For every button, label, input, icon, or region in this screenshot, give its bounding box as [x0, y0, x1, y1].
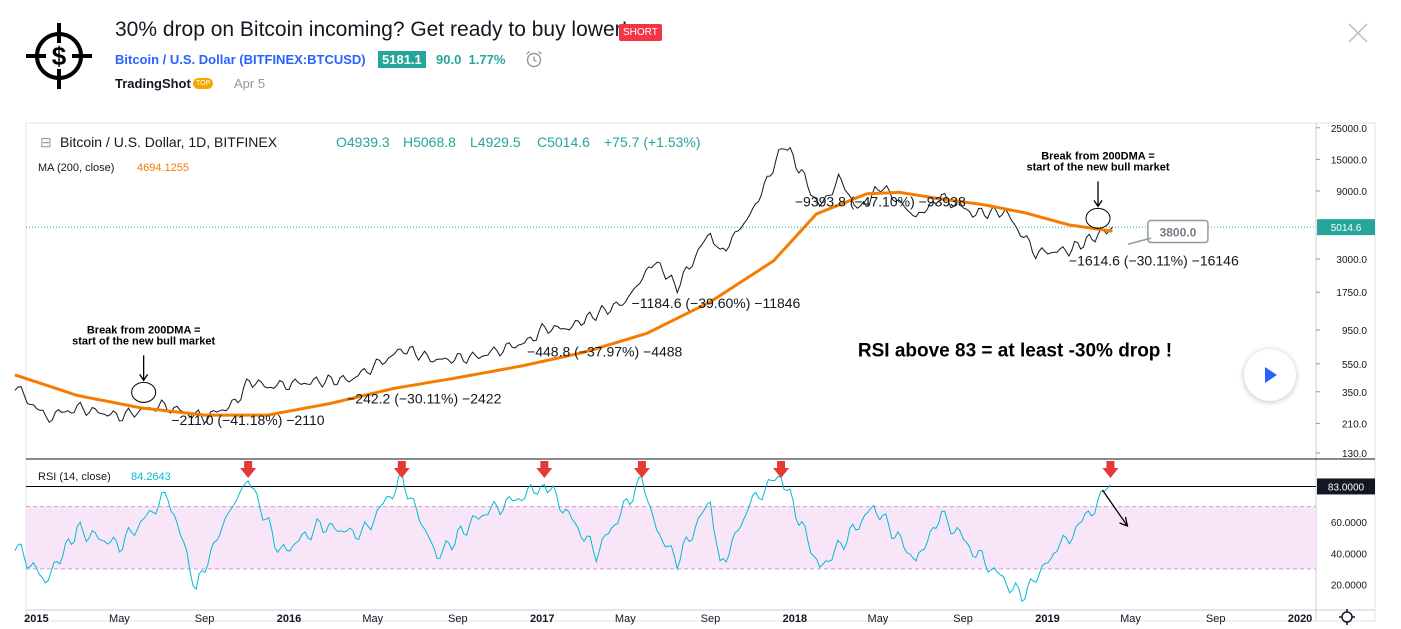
ma-legend-value: 4694.1255	[137, 162, 189, 174]
ohlc-close: C5014.6	[537, 134, 590, 150]
target-callout-pointer	[1127, 237, 1152, 246]
rsi-threshold-badge	[1317, 478, 1375, 495]
current-price-badge	[1317, 219, 1375, 236]
rsi-legend-value: 84.2643	[131, 471, 171, 483]
time-tick-label: May	[615, 613, 636, 625]
breakout-annotation-text: start of the new bull market	[1026, 161, 1169, 173]
close-icon[interactable]	[1347, 22, 1369, 44]
time-tick-label: 2015	[24, 613, 48, 625]
rsi-signal-arrow-icon	[633, 461, 650, 478]
idea-title: 30% drop on Bitcoin incoming? Get ready …	[115, 18, 628, 41]
price-tick-label: 9000.0	[1336, 187, 1367, 198]
chart-frame	[25, 122, 1376, 622]
price-tick-label: 130.0	[1342, 449, 1367, 460]
price-series-line	[14, 146, 1113, 425]
rsi-tick-label: 83.0000	[1328, 482, 1365, 493]
breakout-circle	[1085, 207, 1111, 229]
price-tick-label: 210.0	[1342, 419, 1367, 430]
rsi-signal-arrow-icon	[536, 461, 553, 478]
drop-arrow-icon	[1101, 489, 1129, 528]
price-tick-label: 15000.0	[1331, 155, 1368, 166]
rsi-band	[26, 506, 1316, 569]
alarm-clock-icon[interactable]	[524, 49, 544, 69]
price-tick-label: 25000.0	[1331, 124, 1368, 135]
legend-collapse-icon: ⊟	[40, 134, 52, 150]
measurement-label: −448.8 (−37.97%) −4488	[527, 343, 683, 359]
settings-gear-teeth-icon	[1339, 609, 1355, 625]
time-tick-label: 2017	[530, 613, 554, 625]
ohlc-high: H5068.8	[403, 134, 456, 150]
time-tick-label: 2020	[1288, 613, 1312, 625]
rsi-tick-label: 60.0000	[1331, 518, 1368, 529]
time-tick-label: May	[109, 613, 130, 625]
rsi-signal-arrow-icon	[240, 461, 257, 478]
measurement-label: −1614.6 (−30.11%) −16146	[1069, 252, 1239, 268]
time-tick-label: May	[868, 613, 889, 625]
ohlc-chg: +75.7 (+1.53%)	[604, 134, 701, 150]
price-box: 5181.1	[378, 51, 426, 68]
time-tick-label: Sep	[195, 613, 215, 625]
top-author-badge: TOP	[193, 78, 214, 89]
short-badge: SHORT	[619, 24, 662, 41]
breakout-circle	[131, 381, 157, 403]
play-icon	[1265, 367, 1277, 383]
current-price-label: 5014.6	[1331, 223, 1362, 234]
ohlc-low: L4929.5	[470, 134, 521, 150]
target-callout-label: 3800.0	[1160, 225, 1197, 239]
chart-title: Bitcoin / U.S. Dollar, 1D, BITFINEX	[60, 134, 278, 150]
ma-legend-label: MA (200, close)	[38, 162, 114, 174]
price-tick-label: 350.0	[1342, 388, 1367, 399]
time-tick-label: May	[1120, 613, 1141, 625]
ohlc-open: O4939.3	[336, 134, 390, 150]
time-tick-label: 2018	[783, 613, 807, 625]
crosshair-dollar-logo-icon: $	[26, 23, 92, 89]
target-callout-box	[1147, 219, 1209, 244]
rsi-signal-arrow-icon	[1102, 461, 1119, 478]
measurement-label: −242.2 (−30.11%) −2422	[347, 390, 501, 406]
time-tick-label: Sep	[1206, 613, 1226, 625]
symbol-link[interactable]: Bitcoin / U.S. Dollar (BITFINEX:BTCUSD)	[115, 52, 366, 67]
time-tick-label: Sep	[448, 613, 468, 625]
rsi-legend-label: RSI (14, close)	[38, 471, 111, 483]
measurement-label: −1184.6 (−39.60%) −11846	[632, 295, 801, 311]
publish-date: Apr 5	[234, 76, 266, 91]
breakout-annotation-text: start of the new bull market	[72, 335, 215, 347]
play-button[interactable]	[1244, 349, 1296, 401]
author-name[interactable]: TradingShot	[115, 76, 191, 91]
price-tick-label: 3000.0	[1336, 255, 1367, 266]
chart-area[interactable]: 25000.0 15000.0 9000.0 3000.0 1750.0 950.0 550…	[0, 110, 1401, 629]
time-tick-label: May	[362, 613, 383, 625]
breakout-annotation-text: Break from 200DMA =	[87, 324, 201, 336]
time-tick-label: 2019	[1035, 613, 1059, 625]
measurement-label: −9393.8 (−47.10%) −93938	[795, 193, 966, 209]
time-tick-label: Sep	[701, 613, 721, 625]
idea-header: $ 30% drop on Bitcoin incoming? Get read…	[0, 0, 1401, 110]
price-tick-label: 1750.0	[1336, 288, 1367, 299]
measurement-label: −211.0 (−41.18%) −2110	[171, 412, 324, 428]
rsi-line	[14, 469, 1111, 603]
breakout-arrow-icon	[1093, 181, 1103, 208]
ma-200-line	[14, 190, 1113, 417]
rsi-signal-arrow-icon	[393, 461, 410, 478]
change-value: 90.0	[436, 52, 462, 67]
price-tick-label: 550.0	[1342, 360, 1367, 371]
rsi-signal-arrow-icon	[773, 461, 790, 478]
breakout-arrow-icon	[139, 355, 149, 382]
change-pct: 1.77%	[468, 52, 506, 67]
time-tick-label: Sep	[953, 613, 973, 625]
rsi-annotation-text: RSI above 83 = at least -30% drop !	[858, 340, 1172, 361]
rsi-tick-label: 40.0000	[1331, 549, 1368, 560]
price-change: 90.0 1.77%	[436, 52, 505, 67]
svg-text:$: $	[52, 41, 67, 71]
price-tick-label: 950.0	[1342, 326, 1367, 337]
breakout-annotation-text: Break from 200DMA =	[1041, 150, 1155, 162]
time-tick-label: 2016	[277, 613, 301, 625]
rsi-tick-label: 20.0000	[1331, 580, 1368, 591]
